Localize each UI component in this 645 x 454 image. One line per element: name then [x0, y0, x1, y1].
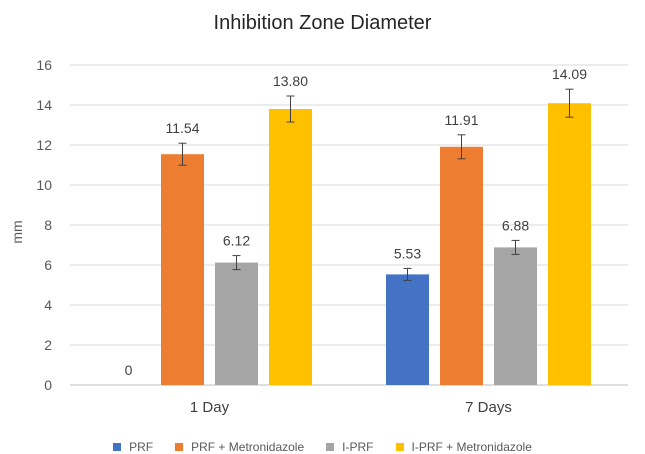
chart-title: Inhibition Zone Diameter [213, 12, 432, 34]
bar [494, 247, 537, 385]
legend-swatch [175, 443, 184, 451]
legend-label: I-PRF + Metronidazole [411, 440, 532, 454]
bar-chart: 0 2 4 6 8 10 12 14 16 mm 0 11.54 6.12 13.80 5.53 11.9… [9, 57, 628, 416]
bar [548, 103, 591, 385]
data-label: 11.91 [445, 112, 479, 128]
y-tick-label: 10 [36, 177, 52, 193]
y-axis-label: mm [9, 220, 25, 243]
legend: PRF PRF + Metronidazole I-PRF I-PRF + Metro… [0, 440, 645, 454]
data-label: 11.54 [166, 120, 200, 136]
bar [215, 262, 258, 385]
legend-swatch [113, 443, 122, 451]
bar [269, 109, 312, 385]
legend-label: PRF + Metronidazole [191, 440, 305, 454]
bar [440, 146, 483, 385]
y-tick-labels: 0 2 4 6 8 10 12 14 16 [36, 57, 52, 393]
y-tick-label: 16 [36, 57, 52, 73]
error-bars [178, 88, 574, 281]
y-tick-label: 6 [44, 257, 52, 273]
data-label: 0 [125, 362, 133, 378]
y-tick-label: 0 [44, 377, 52, 393]
legend-swatch [395, 443, 404, 451]
legend-item: PRF [113, 440, 153, 454]
bar [386, 274, 429, 385]
data-label: 14.09 [552, 66, 587, 82]
legend-item: I-PRF [326, 440, 374, 454]
legend-label: PRF [129, 440, 154, 454]
data-label: 6.12 [223, 233, 250, 249]
y-tick-label: 8 [44, 217, 52, 233]
x-category-label: 1 Day [190, 399, 230, 416]
data-labels: 0 11.54 6.12 13.80 5.53 11.91 6.88 14.09 [125, 66, 588, 378]
y-tick-label: 14 [36, 97, 52, 113]
legend-label: I-PRF [342, 440, 374, 454]
gridlines [70, 64, 628, 386]
bar [161, 154, 204, 385]
legend-swatch [326, 443, 335, 451]
data-label: 6.88 [502, 217, 529, 233]
data-label: 5.53 [394, 245, 421, 261]
legend-item: PRF + Metronidazole [175, 440, 304, 454]
y-tick-label: 4 [44, 297, 52, 313]
legend-item: I-PRF + Metronidazole [395, 440, 532, 454]
y-tick-label: 12 [36, 137, 52, 153]
bars [161, 103, 591, 385]
data-label: 13.80 [273, 73, 308, 89]
y-tick-label: 2 [44, 337, 52, 353]
x-category-label: 7 Days [465, 399, 512, 416]
x-category-labels: 1 Day 7 Days [190, 399, 512, 416]
